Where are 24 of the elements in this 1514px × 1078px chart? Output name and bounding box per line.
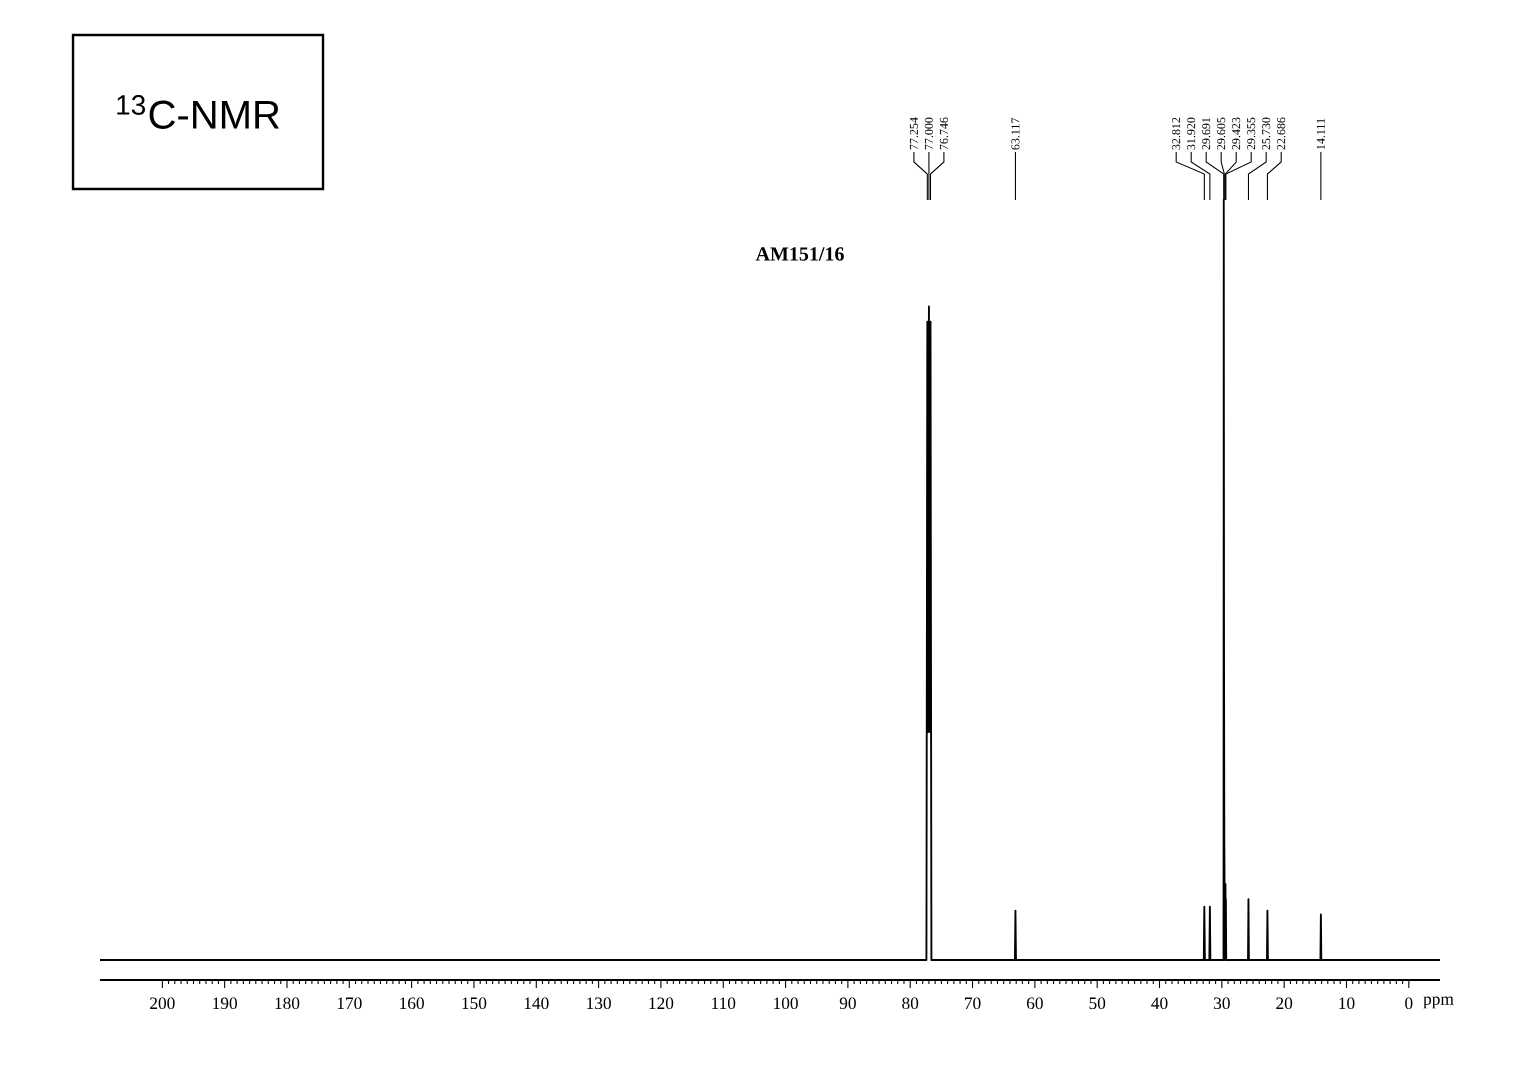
x-tick-label: 110	[712, 997, 736, 1010]
x-tick-label: 40	[1151, 997, 1168, 1010]
x-tick-label: 120	[649, 997, 674, 1010]
x-tick-label: 10	[1339, 997, 1355, 1010]
text: AM151/16	[755, 247, 844, 261]
x-tick-label: 60	[1026, 997, 1043, 1010]
x-tick-label: 90	[839, 997, 856, 1010]
x-tick-label: 100	[774, 997, 798, 1010]
x-tick-label: 160	[400, 997, 424, 1010]
x-tick-label: 140	[524, 997, 549, 1010]
x-tick-label: 50	[1089, 997, 1106, 1010]
x-tick-label: 130	[587, 997, 611, 1010]
chart-title: $^{13}$C-NMR	[117, 95, 280, 129]
x-tick-label: 0	[1405, 997, 1413, 1010]
x-tick-label: 30	[1214, 997, 1230, 1010]
x-tick-label: 80	[902, 997, 919, 1010]
x-tick-label: 70	[965, 997, 981, 1010]
x-tick-label: 200	[150, 997, 175, 1010]
x-tick-label: 150	[462, 997, 487, 1010]
x-tick-label: 180	[275, 997, 300, 1010]
x-axis-title: ppm	[1423, 996, 1454, 1009]
x-tick-label: 20	[1276, 997, 1293, 1010]
x-tick-label: 170	[337, 997, 362, 1010]
x-tick-label: 190	[213, 997, 237, 1010]
